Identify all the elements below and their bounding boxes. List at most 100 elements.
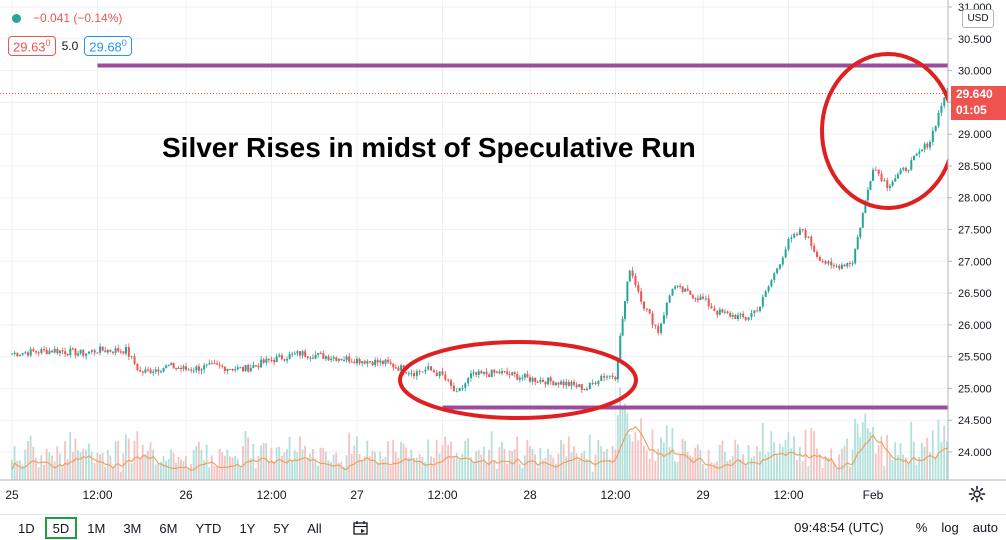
- volume-bar: [464, 440, 467, 480]
- candle-body: [254, 365, 257, 367]
- candle-body: [265, 358, 268, 363]
- utc-clock[interactable]: 09:48:54 (UTC): [794, 520, 884, 535]
- volume-bar: [165, 460, 167, 480]
- volume-bar: [764, 454, 767, 480]
- candle-body: [275, 356, 278, 363]
- volume-bar: [637, 440, 640, 480]
- volume-bar: [309, 453, 312, 480]
- volume-bar: [696, 444, 699, 480]
- candle-body: [686, 288, 689, 291]
- candle-body: [498, 371, 501, 374]
- volume-bar: [361, 460, 363, 480]
- candle-body: [317, 352, 320, 355]
- candle-body: [511, 372, 514, 376]
- volume-bar: [152, 449, 155, 480]
- candle-body: [286, 358, 289, 361]
- volume-bar: [343, 466, 345, 480]
- price-axis[interactable]: 31.00030.50030.00029.50029.00028.50028.0…: [947, 0, 1006, 480]
- range-1d[interactable]: 1D: [18, 520, 35, 536]
- candle-body: [846, 263, 849, 267]
- candle-body: [447, 379, 450, 381]
- goto-date-icon[interactable]: [352, 520, 370, 536]
- candle-body: [493, 369, 496, 373]
- range-5y[interactable]: 5Y: [273, 520, 290, 536]
- buy-button[interactable]: 29.680: [84, 36, 132, 57]
- percent-toggle[interactable]: %: [915, 520, 928, 535]
- volume-bar: [139, 459, 142, 480]
- y-tick-label: 26.000: [958, 320, 992, 332]
- volume-bar: [776, 454, 778, 480]
- candlesticks: [11, 85, 971, 394]
- candle-body: [869, 180, 872, 190]
- volume-bar: [157, 462, 160, 480]
- candle-body: [21, 353, 24, 355]
- time-axis[interactable]: 25 12:00 26 12:00 27 12:00 28 12:00 29 12:00 Feb: [0, 479, 1006, 502]
- candle-body: [674, 286, 677, 289]
- candle-body: [337, 358, 340, 361]
- volume-bar: [452, 455, 455, 480]
- volume-bar: [48, 452, 51, 480]
- x-tick-label: 27: [350, 488, 364, 502]
- candle-body: [381, 360, 384, 364]
- volume-bar: [35, 457, 37, 480]
- volume-bar: [427, 439, 430, 480]
- candle-body: [368, 361, 371, 363]
- volume-bar: [643, 445, 645, 480]
- candle-body: [464, 383, 467, 388]
- settings-gear-icon[interactable]: [968, 485, 986, 503]
- range-ytd[interactable]: YTD: [195, 520, 222, 536]
- volume-bar: [907, 462, 910, 480]
- y-tick-label: 24.000: [958, 447, 992, 459]
- volume-bar: [931, 430, 934, 480]
- range-1m[interactable]: 1M: [87, 520, 106, 536]
- volume-bar: [79, 452, 82, 480]
- volume-bar: [327, 460, 330, 480]
- candle-body: [87, 351, 90, 354]
- volume-bar: [447, 445, 449, 480]
- candle-body: [144, 369, 147, 373]
- candle-body: [671, 288, 674, 296]
- candle-body: [600, 375, 603, 381]
- x-tick-label: 12:00: [82, 488, 112, 502]
- candle-body: [216, 363, 219, 365]
- range-3m[interactable]: 3M: [123, 520, 142, 536]
- currency-button[interactable]: USD: [962, 9, 994, 28]
- sell-button[interactable]: 29.630: [8, 36, 56, 57]
- auto-toggle[interactable]: auto: [972, 520, 998, 535]
- volume-bar: [299, 436, 301, 480]
- candle-body: [43, 349, 46, 351]
- volume-bar: [880, 436, 883, 480]
- candle-body: [435, 372, 438, 377]
- volume-bar: [787, 432, 790, 480]
- volume-bar: [379, 451, 382, 480]
- candle-body: [205, 364, 208, 366]
- price-chart[interactable]: 31.00030.50030.00029.50029.00028.50028.0…: [0, 0, 1006, 514]
- candle-body: [288, 354, 291, 359]
- candle-body: [109, 349, 112, 352]
- candle-body: [696, 298, 699, 301]
- candle-body: [702, 296, 704, 299]
- candle-body: [605, 376, 608, 378]
- candle-body: [167, 365, 170, 367]
- candle-body: [149, 369, 152, 374]
- range-1y[interactable]: 1Y: [239, 520, 256, 536]
- annotations[interactable]: [398, 52, 956, 420]
- candle-body: [565, 381, 568, 386]
- horizontal-levels[interactable]: [0, 63, 973, 410]
- candle-body: [197, 366, 200, 371]
- y-tick-label: 29.000: [958, 129, 992, 141]
- candle-body: [136, 363, 139, 371]
- candle-body: [495, 371, 498, 373]
- x-tick-label: 12:00: [600, 488, 630, 502]
- range-6m[interactable]: 6M: [159, 520, 178, 536]
- volume-bar: [71, 452, 74, 480]
- candle-body: [455, 391, 458, 393]
- range-5d[interactable]: 5D: [44, 516, 78, 539]
- candle-body: [190, 369, 193, 371]
- volume-bar: [147, 450, 149, 480]
- volume-bar: [943, 425, 946, 480]
- range-all[interactable]: All: [307, 520, 322, 536]
- log-toggle[interactable]: log: [941, 520, 959, 535]
- candle-body: [410, 373, 413, 375]
- volume-bar: [798, 447, 801, 480]
